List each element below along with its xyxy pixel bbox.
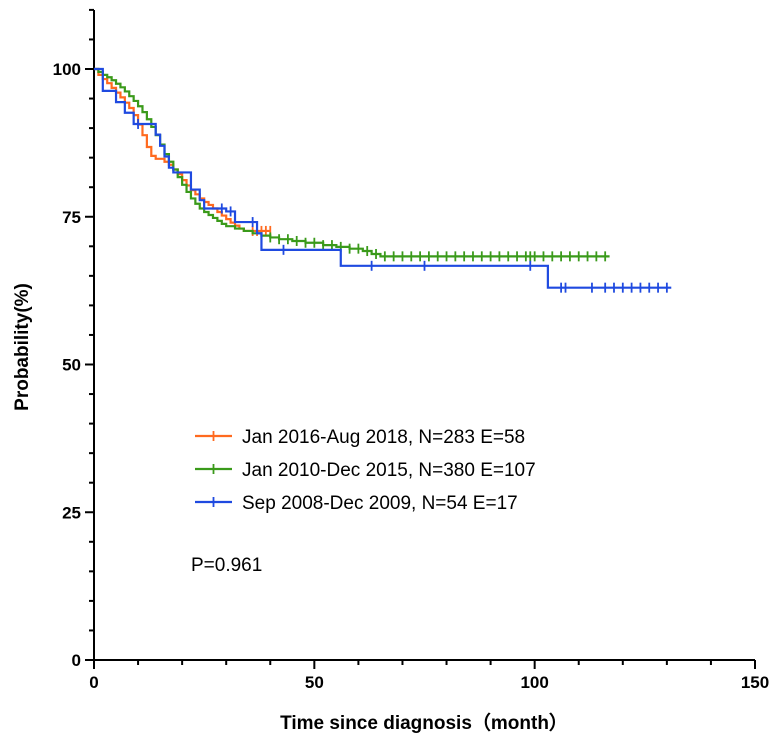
y-axis-title: Probability(%): [12, 283, 33, 411]
series-1: [94, 67, 610, 262]
survival-curve-0: [94, 67, 271, 233]
series-2: [94, 67, 672, 293]
y-tick-label: 100: [53, 60, 81, 79]
y-tick-label: 0: [72, 651, 81, 670]
legend-label: Sep 2008-Dec 2009, N=54 E=17: [242, 493, 518, 514]
legend-item-1: Jan 2010-Dec 2015, N=380 E=107: [195, 460, 536, 481]
p-value-annotation: P=0.961: [191, 555, 262, 576]
x-tick-label: 0: [89, 673, 98, 692]
survival-curve-2: [94, 67, 672, 289]
legend-item-2: Sep 2008-Dec 2009, N=54 E=17: [195, 493, 518, 514]
x-tick-label: 100: [520, 673, 548, 692]
legend-label: Jan 2016-Aug 2018, N=283 E=58: [242, 427, 525, 448]
y-tick-label: 25: [62, 503, 81, 522]
legend-item-0: Jan 2016-Aug 2018, N=283 E=58: [195, 427, 525, 448]
y-tick-label: 50: [62, 356, 81, 375]
legend: Jan 2016-Aug 2018, N=283 E=58 Jan 2010-De…: [195, 427, 536, 514]
x-tick-label: 50: [305, 673, 324, 692]
legend-label: Jan 2010-Dec 2015, N=380 E=107: [242, 460, 536, 481]
survival-curve-1: [94, 67, 610, 258]
x-tick-label: 150: [741, 673, 769, 692]
y-tick-label: 75: [62, 208, 81, 227]
x-axis-title: Time since diagnosis（month）: [280, 711, 568, 734]
axes: 0 25 50 75 100 0 50 100 150: [53, 8, 769, 692]
series-0: [94, 67, 272, 236]
plot-area: [94, 67, 672, 293]
